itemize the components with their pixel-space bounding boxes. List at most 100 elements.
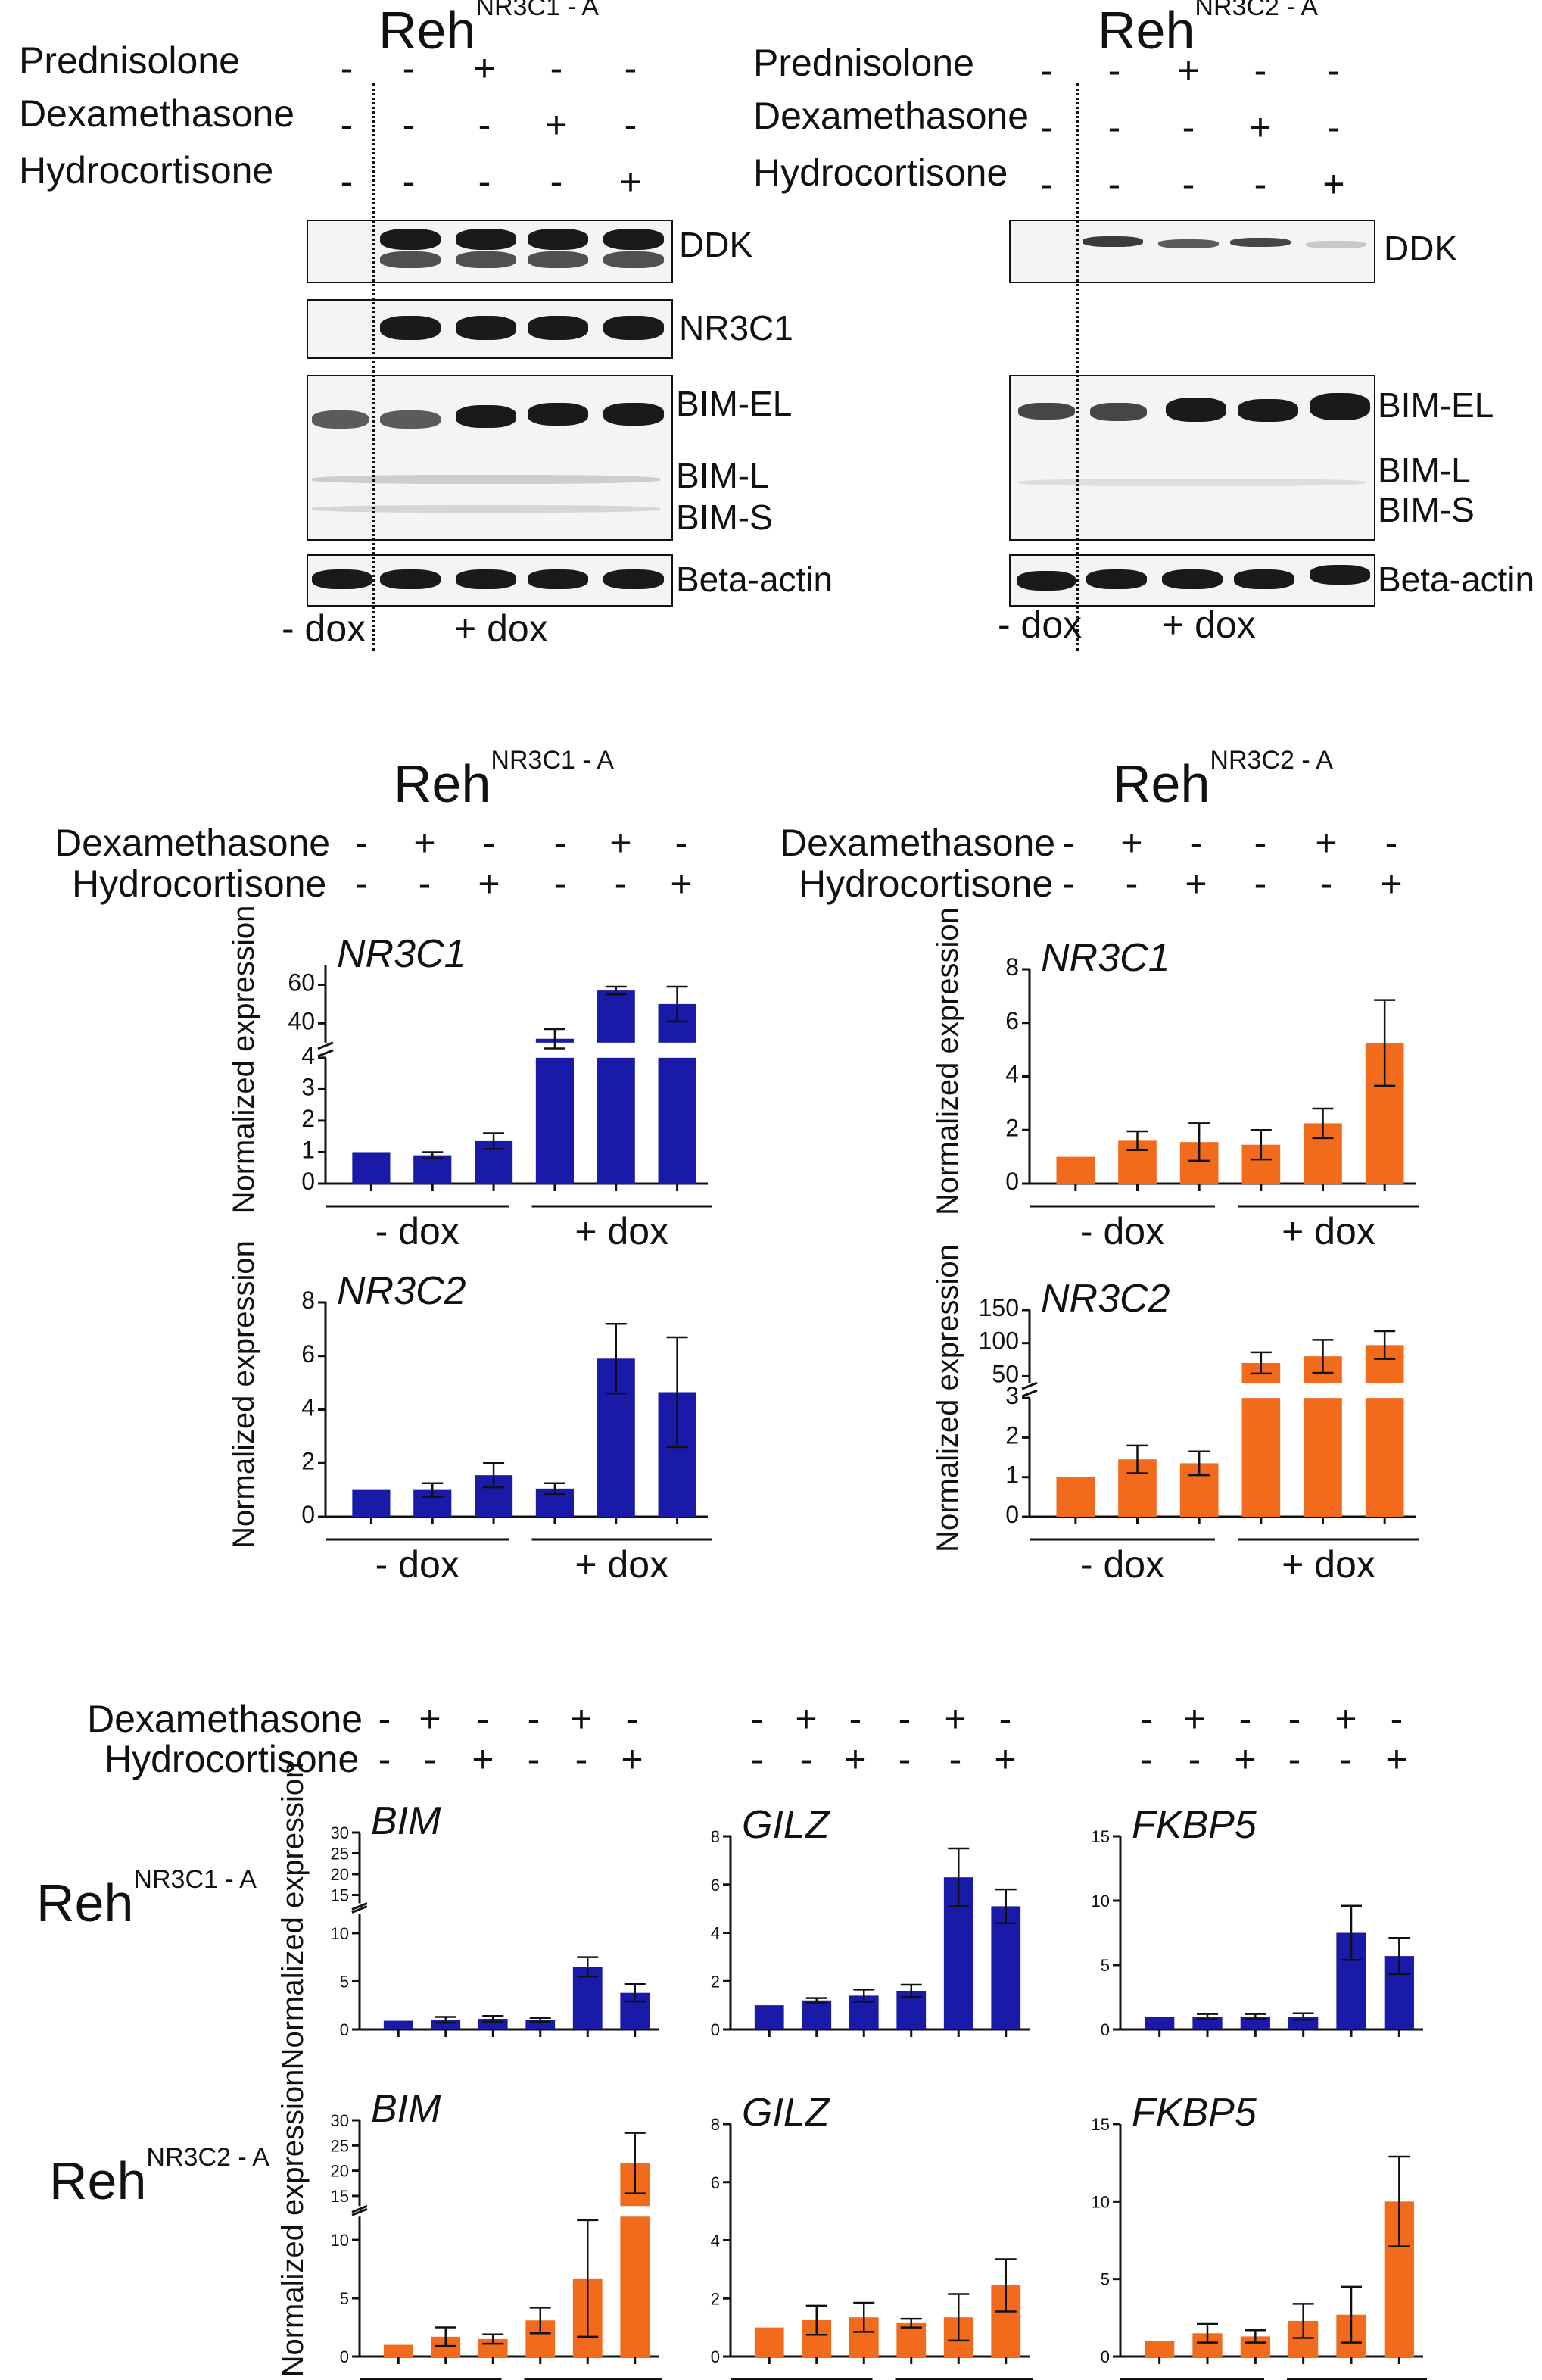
bar-break-gap [534,1042,575,1058]
treatment-sign: - [478,104,491,146]
blot-ddk [307,220,673,283]
treatment-sign: - [1125,862,1139,905]
y-axis-label: Normalized expression [227,906,260,1214]
y-tick-label: 8 [301,1287,315,1314]
band [312,505,660,513]
chart-title: NR3C1 [337,932,466,976]
treatment-sign: - [1140,1738,1154,1780]
treatment-sign: - [849,1698,862,1740]
treatment-sign: - [1288,1698,1301,1740]
treatment-sign: - [898,1698,911,1740]
band [528,316,588,340]
treatment-sign: + [478,862,500,905]
band [380,569,441,589]
y-tick-label: 1 [1005,1461,1019,1489]
treatment-sign: - [625,1698,639,1740]
group-label-minus-dox: - dox [375,1210,459,1252]
y-axis-label: Normalized expression [276,2070,310,2378]
y-tick-label: 2 [711,1972,720,1991]
bar-break-gap [656,1042,698,1058]
y-tick-label: 2 [301,1447,315,1474]
band [312,410,369,429]
treatment-sign: - [1254,49,1267,92]
y-tick-label: 15 [1092,2115,1110,2134]
axis-break-mark [351,2207,368,2216]
western-right-cell-title: RehNR3C2 - A [1098,0,1318,60]
band [456,316,516,340]
treatment-sign: - [1189,822,1203,864]
treatment-sign: - [378,1698,391,1740]
treatment-sign: + [1322,163,1345,205]
y-axis-label: Normalized expression [931,907,964,1215]
treatment-sign: + [1120,822,1143,864]
treatment-label: Dexamethasone [55,822,331,864]
band [1162,569,1223,589]
western-left-cell-title: RehNR3C1 - A [378,0,599,60]
treatment-sign: + [1315,822,1338,864]
band [1310,565,1370,585]
band [1086,569,1147,589]
treatment-label: Dexamethasone [19,92,295,135]
y-tick-label: 0 [711,2020,720,2039]
y-axis-label: Normalized expression [227,1240,260,1549]
treatment-sign: - [1107,49,1121,92]
blot-beta-actin [1009,554,1375,607]
y-tick-label: 0 [1101,2020,1110,2039]
treatment-sign: + [1234,1738,1257,1780]
treatment-label: Prednisolone [19,39,240,82]
band [1166,398,1226,422]
treatment-sign: - [402,47,416,89]
treatment-sign: + [609,822,632,864]
y-tick-label: 0 [301,1168,315,1195]
treatment-sign: - [423,1738,437,1780]
treatment-sign: - [476,1698,490,1740]
treatment-sign: - [418,862,431,905]
treatment-sign: + [670,862,693,905]
treatment-sign: - [340,47,354,89]
treatment-sign: - [355,822,369,864]
treatment-sign: + [570,1698,593,1740]
group-label-minus-dox: - dox [375,1543,459,1586]
treatment-sign: + [1335,1698,1357,1740]
treatment-sign: - [1339,1738,1353,1780]
middle-right-cell-title: RehNR3C2 - A [1113,745,1333,813]
band [603,229,664,250]
band [1234,569,1294,589]
y-axis-label: Normalized expression [276,1762,310,2070]
band-label-bim-el: BIM-EL [1378,385,1494,425]
bar [802,2000,832,2029]
band-label-beta-actin: Beta-actin [1378,560,1535,599]
y-tick-label: 20 [331,1865,349,1884]
y-tick-label: 0 [1101,2347,1110,2366]
treatment-sign: - [527,1698,540,1740]
y-tick-label: 0 [340,2347,349,2366]
y-tick-label: 15 [331,1886,349,1904]
band [456,251,516,268]
treatment-sign: - [1254,163,1267,205]
treatment-sign: - [1385,822,1398,864]
chart-title: BIM [371,1799,441,1843]
bar [383,2020,413,2029]
dox-minus-label: - dox [282,607,366,650]
y-tick-label: 2 [1005,1114,1019,1141]
chart-title: NR3C2 [337,1269,466,1313]
y-tick-label: 8 [711,1827,720,1846]
bar-break-gap [1302,1383,1344,1399]
bar [754,2327,784,2357]
treatment-sign: + [473,47,496,89]
treatment-sign: + [1385,1738,1408,1780]
chart-title: NR3C2 [1041,1277,1170,1321]
treatment-sign: + [944,1698,967,1740]
treatment-sign: - [378,1738,391,1780]
band [528,569,588,589]
bar [1304,1356,1342,1517]
y-tick-label: 6 [1005,1007,1019,1034]
y-tick-label: 8 [711,2115,720,2134]
treatment-sign: + [472,1738,494,1780]
bar [352,1152,391,1184]
band [456,569,516,589]
band [1306,241,1366,248]
treatment-sign: - [614,862,628,905]
treatment-sign: - [750,1698,764,1740]
band-label-bim-l: BIM-L [676,456,769,495]
